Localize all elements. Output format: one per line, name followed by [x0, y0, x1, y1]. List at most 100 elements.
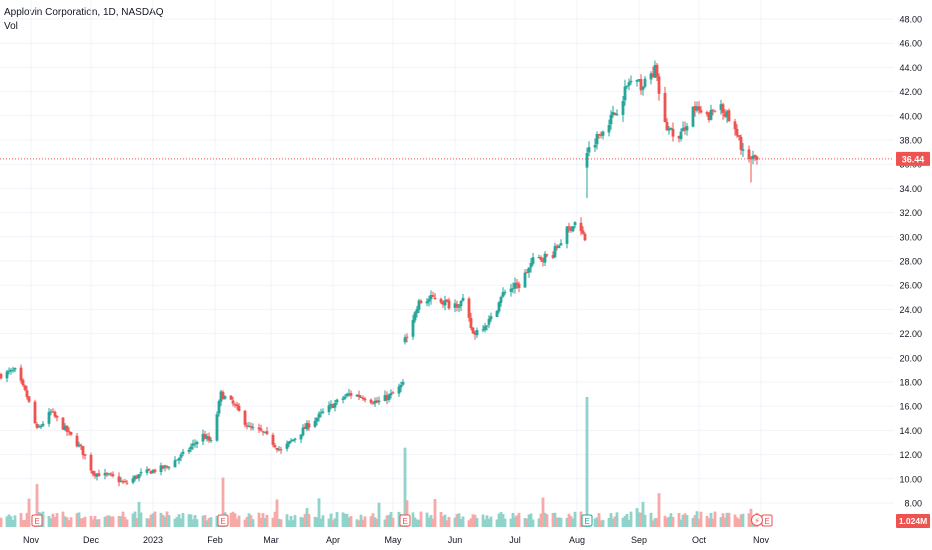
volume-bar — [415, 519, 419, 527]
candle-body — [25, 390, 29, 398]
y-tick-label: 18.00 — [899, 378, 922, 388]
candle-body — [303, 426, 307, 429]
candle-body — [469, 317, 473, 328]
volume-bar — [181, 513, 185, 527]
y-tick-label: 28.00 — [899, 257, 922, 267]
candle-body — [699, 110, 703, 113]
volume-bar — [601, 519, 605, 527]
volume-bar — [579, 511, 583, 527]
candle-body — [263, 431, 267, 433]
volume-bar — [551, 512, 555, 527]
candle-body — [209, 440, 213, 442]
candle-body — [495, 310, 499, 317]
candle-body — [639, 79, 643, 91]
volume-bar — [445, 520, 449, 527]
candle-body — [415, 308, 419, 314]
volume-bar — [749, 508, 753, 527]
chart-title: Applovin Corporation, 1D, NASDAQ — [4, 7, 164, 18]
volume-bar — [545, 514, 549, 527]
volume-bar — [737, 518, 741, 527]
volume-bar — [733, 514, 737, 527]
candle-body — [259, 428, 263, 431]
candle-body — [453, 303, 457, 308]
candle-body — [299, 434, 303, 440]
volume-bar — [427, 517, 431, 527]
candle-body — [373, 400, 377, 404]
volume-bar — [487, 518, 491, 527]
volume-bar — [35, 484, 39, 527]
y-tick-label: 48.00 — [899, 15, 922, 25]
volume-bar — [375, 518, 379, 527]
volume-bar — [527, 514, 531, 527]
candle-body — [735, 128, 739, 136]
candle-body — [677, 135, 681, 139]
candle-body — [747, 149, 751, 159]
candle-body — [569, 227, 573, 231]
volume-bar — [397, 511, 401, 527]
volume-bar — [313, 516, 317, 527]
candle-body — [167, 467, 171, 469]
candle-body — [245, 425, 249, 427]
volume-bar — [347, 517, 351, 527]
volume-bar — [747, 513, 751, 527]
volume-bar — [193, 515, 197, 527]
candle-body — [555, 245, 559, 248]
volume-bar — [221, 477, 225, 527]
volume-bar — [685, 515, 689, 527]
volume-bar — [153, 511, 157, 527]
x-tick-label: 2023 — [143, 535, 163, 545]
candle-body — [271, 434, 275, 445]
candle-body — [357, 394, 361, 398]
volume-bar — [77, 512, 81, 527]
candle-body — [525, 272, 529, 274]
candle-body — [625, 85, 629, 87]
candle-body — [431, 295, 435, 297]
x-tick-label: Feb — [207, 535, 223, 545]
candle-body — [39, 425, 43, 428]
candle-body — [711, 109, 715, 111]
candle-body — [7, 370, 11, 372]
candle-body — [91, 471, 95, 475]
candle-body — [515, 282, 519, 285]
x-tick-label: Nov — [753, 535, 770, 545]
candle-body — [5, 371, 9, 379]
candle-body — [691, 106, 695, 127]
volume-bar — [657, 493, 661, 527]
candle-body — [405, 336, 409, 338]
candle-body — [121, 481, 125, 483]
candle-body — [485, 325, 489, 327]
candle-body — [557, 245, 561, 249]
volume-bar — [287, 520, 291, 527]
volume-bar — [383, 519, 387, 527]
candle-body — [205, 436, 209, 439]
candle-body — [503, 291, 507, 293]
y-tick-label: 10.00 — [899, 474, 922, 484]
volume-bar — [41, 511, 45, 527]
earnings-marker-label: E — [34, 517, 39, 526]
candle-body — [467, 298, 471, 318]
volume-bar — [711, 518, 715, 527]
volume-bar — [7, 514, 11, 527]
volume-bar — [117, 515, 121, 527]
volume-bar — [305, 508, 309, 527]
grid-lines — [0, 0, 894, 530]
earnings-marker-label: E — [584, 517, 589, 526]
volume-bar — [627, 519, 631, 527]
candle-body — [105, 473, 109, 475]
volume-bar — [161, 514, 165, 527]
volume-bar — [345, 513, 349, 527]
volume-bar — [133, 511, 137, 527]
candle-body — [293, 438, 297, 440]
candle-body — [537, 257, 541, 259]
candle-body — [273, 445, 277, 448]
earnings-marker-icon — [581, 514, 593, 527]
volume-bar — [21, 519, 25, 527]
volume-bar — [719, 517, 723, 527]
candle-body — [55, 415, 59, 418]
candle-body — [189, 446, 193, 450]
volume-bar — [109, 516, 113, 527]
volume-bar — [165, 511, 169, 527]
candle-body — [347, 393, 351, 395]
candle-body — [33, 401, 37, 424]
